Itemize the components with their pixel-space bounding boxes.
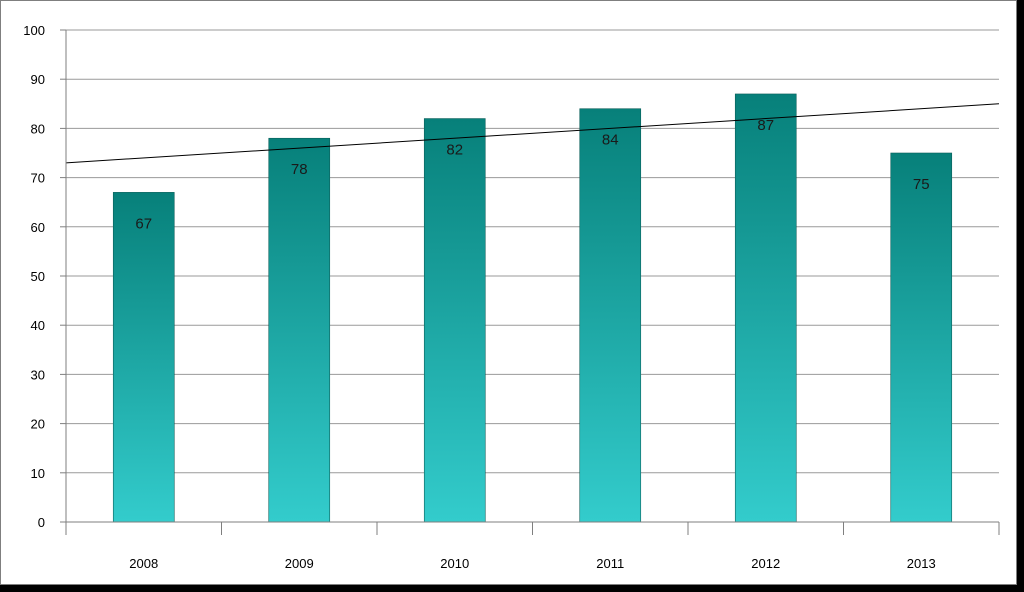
- bar-2012: [734, 93, 797, 523]
- bar-2013: [890, 152, 953, 523]
- data-label-2011: 84: [602, 132, 619, 149]
- data-label-2010: 82: [446, 142, 463, 159]
- bar-2009: [268, 137, 331, 523]
- x-tick-label: 2008: [129, 556, 158, 571]
- data-label-2009: 78: [291, 161, 308, 178]
- bars: [112, 93, 953, 523]
- y-tick-label: 40: [31, 318, 45, 333]
- x-tick-label: 2011: [596, 556, 624, 571]
- y-tick-label: 50: [31, 269, 45, 284]
- trendline-layer: [65, 103, 1000, 164]
- data-label-2012: 87: [757, 117, 774, 134]
- x-tick-label: 2013: [907, 556, 936, 571]
- data-label-2013: 75: [913, 176, 930, 193]
- y-tick-label: 90: [31, 72, 45, 87]
- data-labels: 67 78 82 84 87 75: [135, 117, 929, 232]
- y-tick-label: 30: [31, 367, 45, 382]
- x-tick-label: 2010: [440, 556, 469, 571]
- bar-2011: [579, 108, 642, 523]
- bar-2010: [423, 118, 486, 523]
- y-tick-label: 10: [31, 466, 45, 481]
- x-tick-label: 2009: [285, 556, 314, 571]
- gridlines: [66, 29, 999, 523]
- y-tick-label: 70: [31, 171, 45, 186]
- y-tick-label: 0: [38, 515, 45, 530]
- y-tick-label: 20: [31, 417, 45, 432]
- y-tick-label: 100: [23, 23, 45, 38]
- axes: 0 10 20 30 40 50 60 70 80 90 100 2008 2009 2010 2011 20…: [23, 23, 1000, 571]
- y-tick-label: 80: [31, 121, 45, 136]
- bar-2008: [112, 192, 175, 523]
- trendline: [65, 103, 1000, 164]
- x-tick-label: 2012: [751, 556, 780, 571]
- data-label-2008: 67: [135, 215, 152, 232]
- y-tick-label: 60: [31, 220, 45, 235]
